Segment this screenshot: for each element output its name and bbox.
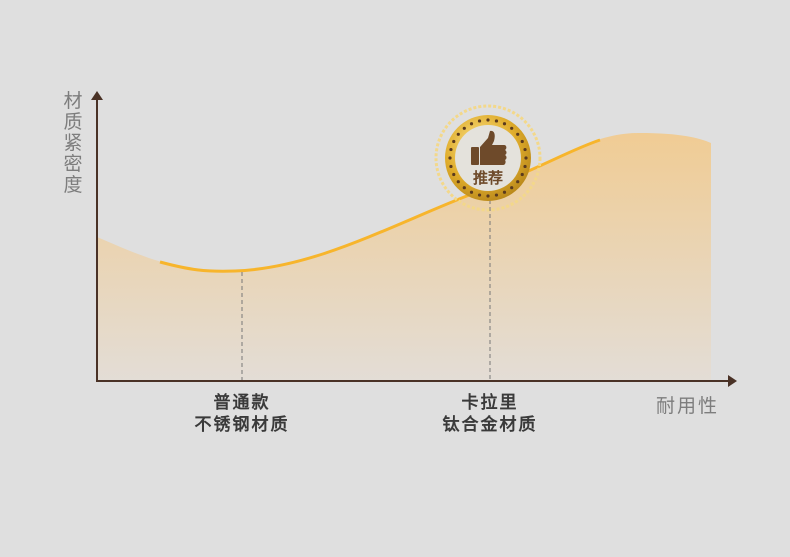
badge-dot	[516, 132, 520, 136]
badge-dot	[452, 139, 456, 144]
badge-dot	[456, 132, 460, 136]
badge-dot	[486, 194, 490, 198]
badge-dot	[510, 186, 514, 190]
category-line1: 普通款	[213, 393, 271, 413]
badge-dot	[456, 180, 460, 184]
badge-dot	[462, 126, 466, 130]
badge-dot	[477, 193, 482, 197]
category-standard: 普通款 不锈钢材质	[162, 392, 322, 436]
badge-dot	[520, 139, 524, 144]
badge-dot	[494, 193, 499, 197]
badge-dot	[502, 122, 507, 126]
badge-dot	[494, 119, 499, 123]
badge-dot	[452, 172, 456, 177]
recommend-badge	[434, 104, 542, 212]
badge-dot	[502, 190, 507, 194]
area-fill	[97, 133, 711, 381]
badge-dot	[523, 147, 527, 152]
badge-dot	[469, 190, 474, 194]
badge-dot	[449, 164, 453, 169]
badge-dot	[520, 172, 524, 177]
badge-dot	[477, 119, 482, 123]
x-axis-arrow	[728, 375, 737, 387]
y-axis-arrow	[91, 91, 103, 100]
badge-dot	[462, 186, 466, 190]
badge-dot	[486, 118, 490, 122]
badge-dot	[448, 156, 452, 160]
badge-dot	[510, 126, 514, 130]
x-axis-label: 耐用性	[656, 395, 720, 417]
y-axis-label: 材质紧密度	[63, 90, 83, 196]
category-line2: 钛合金材质	[442, 415, 538, 435]
thumbs-up-icon	[471, 130, 507, 165]
badge-dot	[524, 156, 528, 160]
badge-dot	[516, 180, 520, 184]
category-line1: 卡拉里	[461, 393, 519, 413]
category-recommended: 卡拉里 钛合金材质	[410, 392, 570, 436]
badge-dot	[449, 147, 453, 152]
badge-dot	[523, 164, 527, 169]
badge-dot	[469, 122, 474, 126]
category-line2: 不锈钢材质	[194, 415, 290, 435]
badge-label: 推荐	[472, 169, 503, 187]
curve-line	[159, 138, 601, 273]
